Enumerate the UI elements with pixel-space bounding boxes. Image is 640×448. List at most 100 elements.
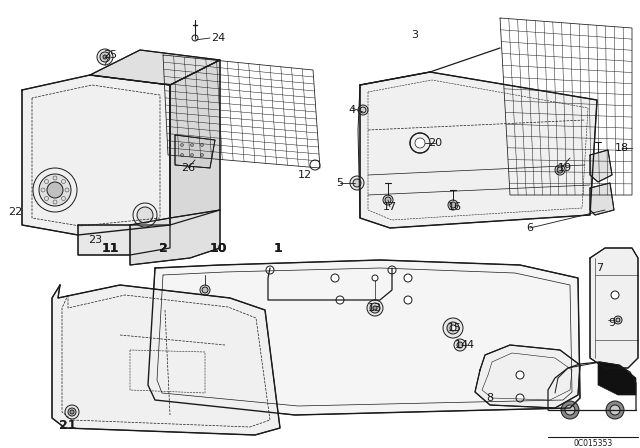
Circle shape (457, 342, 463, 348)
Text: 2: 2 (159, 241, 168, 254)
Circle shape (191, 143, 193, 146)
Circle shape (100, 52, 110, 62)
Circle shape (383, 195, 393, 205)
Circle shape (611, 291, 619, 299)
Circle shape (606, 401, 624, 419)
Circle shape (450, 325, 456, 331)
Polygon shape (175, 135, 215, 168)
Circle shape (137, 207, 153, 223)
Circle shape (331, 274, 339, 282)
Circle shape (180, 143, 184, 146)
Circle shape (370, 303, 380, 313)
Text: 9: 9 (609, 318, 616, 328)
Circle shape (33, 168, 77, 212)
Circle shape (68, 408, 76, 416)
Circle shape (454, 339, 466, 351)
Circle shape (360, 107, 366, 113)
Polygon shape (78, 225, 170, 255)
Text: 20: 20 (428, 138, 442, 148)
Text: 1: 1 (274, 241, 282, 254)
Circle shape (180, 154, 184, 156)
Polygon shape (90, 50, 220, 85)
Circle shape (358, 105, 368, 115)
Text: 24: 24 (211, 33, 225, 43)
Text: 22: 22 (8, 207, 22, 217)
Text: 15: 15 (448, 323, 462, 333)
Circle shape (200, 143, 204, 146)
Circle shape (565, 405, 575, 415)
Circle shape (516, 394, 524, 402)
Circle shape (385, 197, 391, 203)
Text: 19: 19 (558, 163, 572, 173)
Text: 16: 16 (448, 202, 462, 212)
Circle shape (39, 174, 71, 206)
Circle shape (65, 405, 79, 419)
Text: 8: 8 (486, 393, 493, 403)
Circle shape (372, 275, 378, 281)
Circle shape (47, 182, 63, 198)
Circle shape (202, 287, 208, 293)
Text: 0C015353: 0C015353 (573, 439, 612, 448)
Circle shape (350, 176, 364, 190)
Text: 4: 4 (348, 105, 356, 115)
Text: 25: 25 (103, 50, 117, 60)
Text: 12: 12 (298, 170, 312, 180)
Polygon shape (590, 248, 638, 368)
Circle shape (614, 316, 622, 324)
Text: 23: 23 (88, 235, 102, 245)
Text: 26: 26 (181, 163, 195, 173)
Text: 2: 2 (159, 241, 168, 254)
Circle shape (610, 405, 620, 415)
Circle shape (616, 318, 620, 322)
Text: 4: 4 (467, 340, 474, 350)
Circle shape (103, 55, 107, 59)
Circle shape (557, 167, 563, 173)
Circle shape (336, 296, 344, 304)
Text: 18: 18 (615, 143, 629, 153)
Circle shape (353, 179, 361, 187)
Circle shape (447, 322, 459, 334)
Polygon shape (590, 183, 614, 215)
Circle shape (561, 401, 579, 419)
Text: 3: 3 (412, 30, 419, 40)
Text: 6: 6 (527, 223, 534, 233)
Circle shape (310, 160, 320, 170)
Polygon shape (360, 72, 597, 228)
Polygon shape (598, 362, 636, 395)
Text: 11: 11 (101, 241, 119, 254)
Text: 10: 10 (209, 241, 227, 254)
Polygon shape (170, 60, 220, 225)
Text: 13: 13 (368, 303, 382, 313)
Polygon shape (22, 75, 170, 235)
Text: 7: 7 (596, 263, 604, 273)
Text: 11: 11 (101, 241, 119, 254)
Circle shape (200, 285, 210, 295)
Circle shape (450, 202, 456, 208)
Circle shape (192, 35, 198, 41)
Text: 14: 14 (455, 340, 469, 350)
Circle shape (97, 49, 113, 65)
Circle shape (555, 165, 565, 175)
Circle shape (516, 371, 524, 379)
Circle shape (266, 266, 274, 274)
Polygon shape (475, 345, 580, 408)
Text: 21: 21 (60, 418, 77, 431)
Text: 5: 5 (337, 178, 344, 188)
Circle shape (404, 296, 412, 304)
Circle shape (367, 300, 383, 316)
Polygon shape (590, 150, 612, 182)
Circle shape (415, 138, 425, 148)
Polygon shape (52, 285, 280, 435)
Polygon shape (130, 210, 220, 265)
Circle shape (388, 266, 396, 274)
Circle shape (404, 274, 412, 282)
Circle shape (70, 410, 74, 414)
Circle shape (443, 318, 463, 338)
Circle shape (448, 200, 458, 210)
Circle shape (133, 203, 157, 227)
Text: 1: 1 (274, 241, 282, 254)
Circle shape (191, 154, 193, 156)
Text: 10: 10 (209, 241, 227, 254)
Circle shape (200, 154, 204, 156)
Polygon shape (148, 260, 580, 415)
